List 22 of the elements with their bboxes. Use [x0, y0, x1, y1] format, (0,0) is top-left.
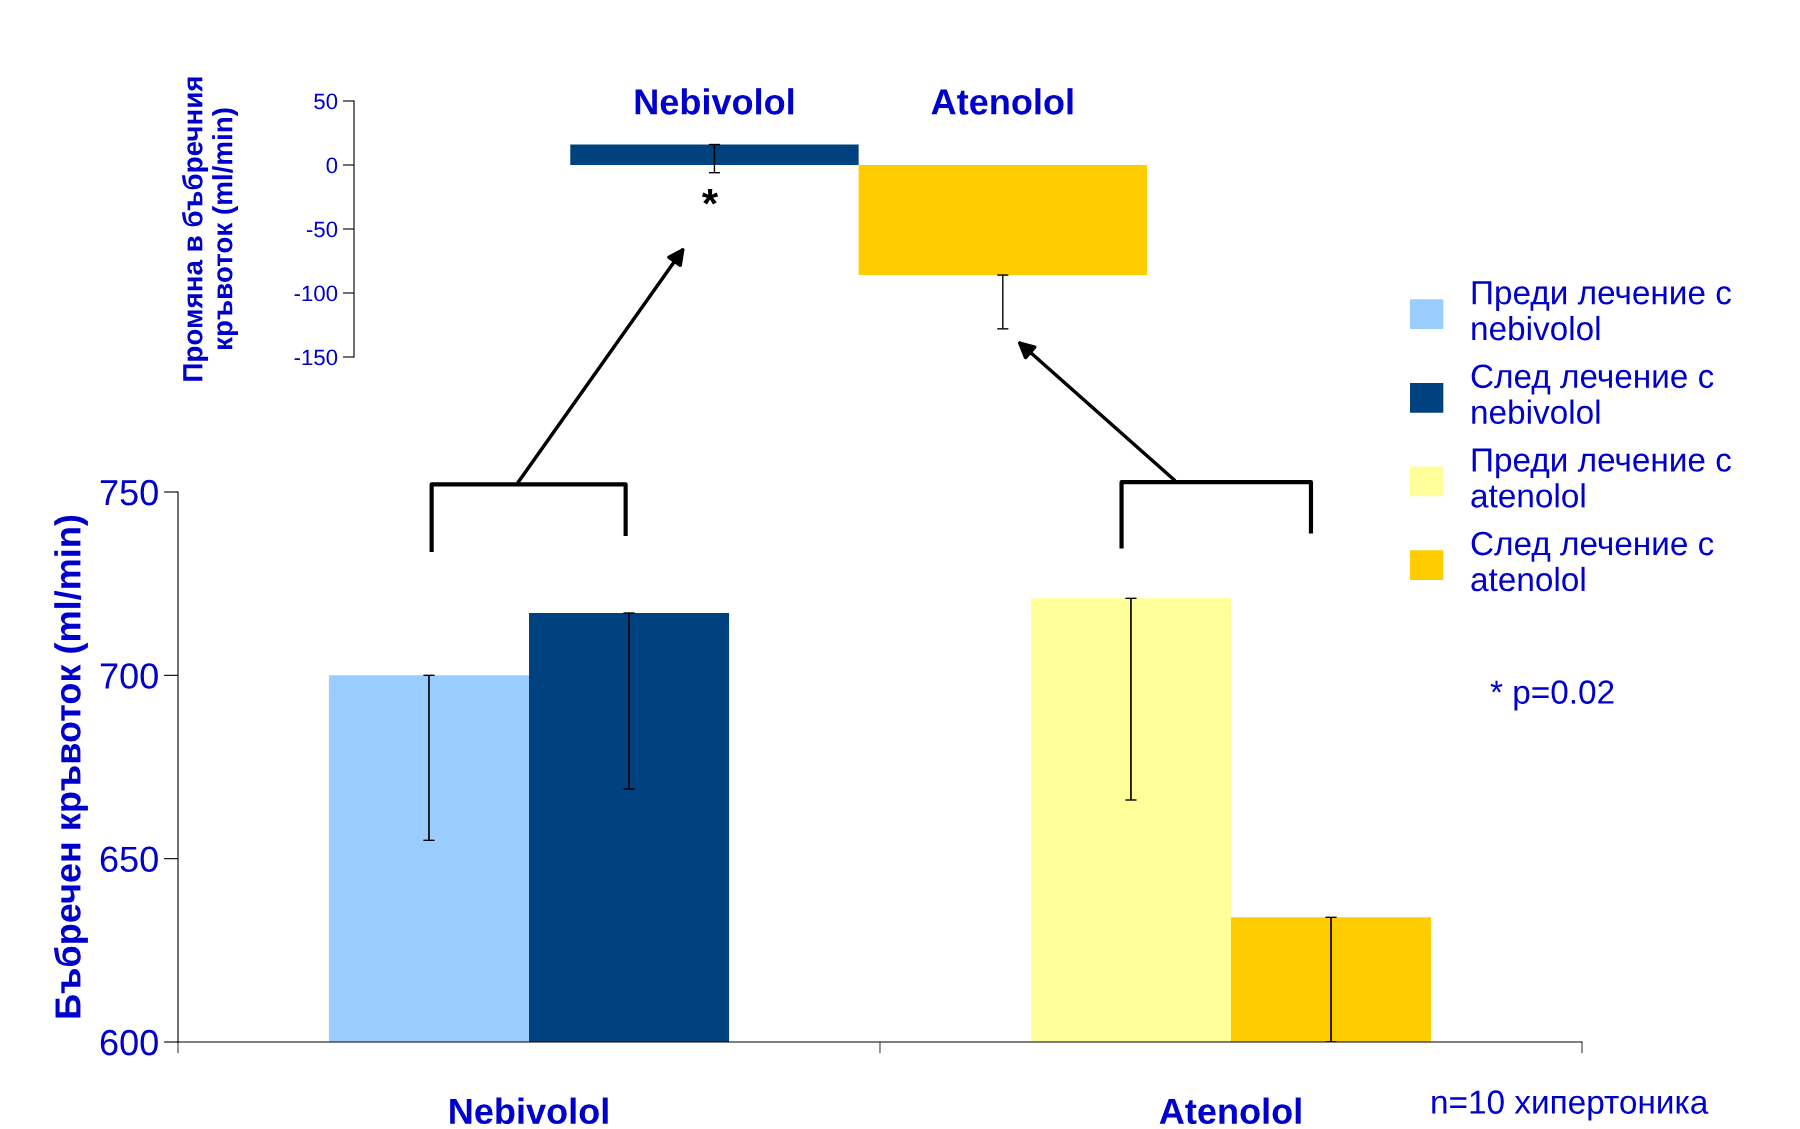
annotation: * p=0.02 [1490, 680, 1614, 711]
legend-label: След лечение с nebivolol [1471, 364, 1714, 425]
y-tick-label: -100 [294, 285, 338, 302]
y-tick-label: 50 [314, 93, 338, 110]
y-tick-label: 0 [326, 157, 338, 174]
legend-label: Преди лечение с atenolol [1471, 448, 1731, 508]
y-axis-title: Бъбречен кръвоток (ml/min) [53, 515, 88, 1018]
legend-label: След лечение с atenolol [1471, 531, 1714, 592]
y-axis-title: Промяна в бъбречния кръвоток (ml/min) [181, 77, 238, 381]
y-tick-label: -150 [294, 349, 338, 366]
y-tick-label: 600 [100, 1029, 158, 1056]
y-tick-label: 700 [100, 663, 158, 689]
legend-label: Преди лечение с nebivolol [1472, 281, 1731, 341]
x-tick-label: Atenolol [1159, 1097, 1301, 1125]
y-tick-label: -50 [306, 221, 338, 238]
y-tick-label: 650 [100, 846, 158, 873]
x-tick-label: Nebivolol [635, 88, 794, 115]
x-tick-label: Nebivolol [450, 1097, 608, 1125]
annotation: * [702, 189, 719, 205]
y-tick-label: 750 [100, 479, 158, 506]
text: n=10 хипертоника [1432, 1090, 1709, 1121]
x-tick-label: Atenolol [931, 88, 1073, 115]
